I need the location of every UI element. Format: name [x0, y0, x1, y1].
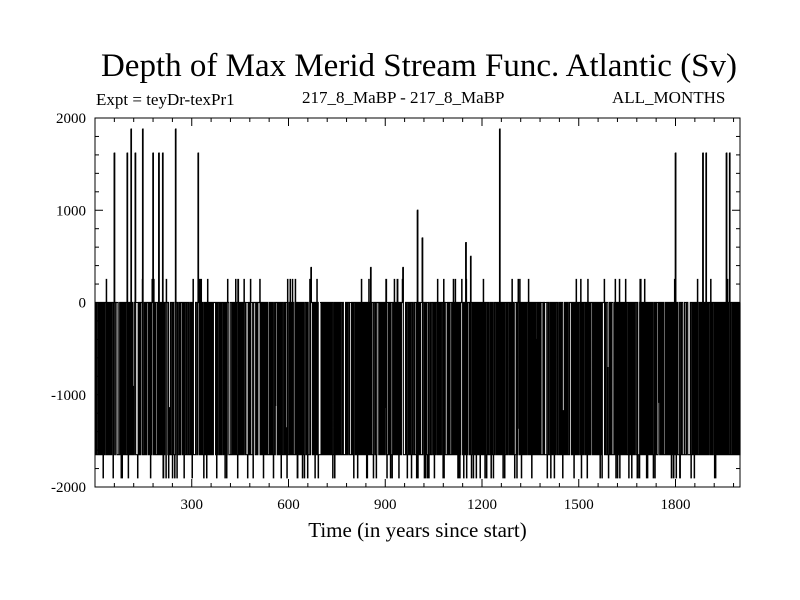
series-line: [94, 128, 741, 479]
y-tick-label: -1000: [51, 388, 86, 404]
y-tick-label: 2000: [56, 111, 86, 127]
chart-title: Depth of Max Merid Stream Func. Atlantic…: [100, 48, 738, 84]
x-tick-label: 1800: [661, 497, 691, 513]
experiment-label: Expt = teyDr-texPr1: [96, 90, 235, 109]
months-label: ALL_MONTHS: [612, 88, 726, 107]
y-tick-label: 0: [79, 296, 87, 312]
run-label: 217_8_MaBP - 217_8_MaBP: [302, 88, 505, 107]
x-tick-label: 1500: [564, 497, 594, 513]
plot-frame: [94, 117, 741, 488]
x-tick-label: 600: [277, 497, 300, 513]
y-tick-label: 1000: [56, 203, 86, 219]
x-tick-label: 900: [374, 497, 397, 513]
x-tick-label: 300: [181, 497, 204, 513]
data-layer: [94, 128, 741, 479]
y-tick-label: -2000: [51, 480, 86, 496]
axes-layer: 300 600 900 1200 1500 1800 -2000 -1000 0 1000 2000: [51, 111, 740, 513]
x-axis-label: Time (in years since start): [308, 518, 527, 542]
x-tick-label: 1200: [467, 497, 497, 513]
